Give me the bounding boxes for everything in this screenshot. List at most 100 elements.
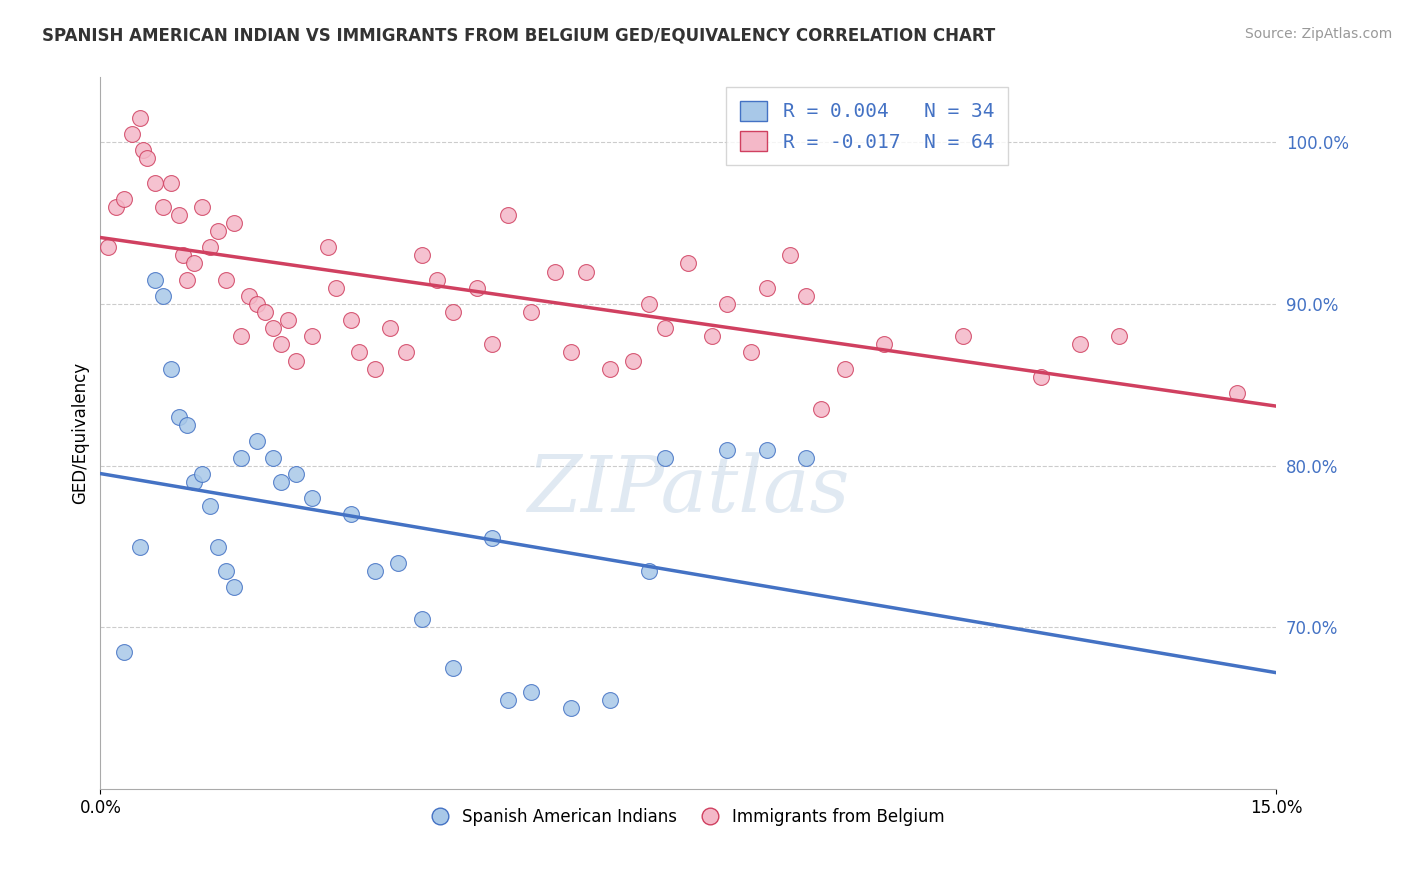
Point: [121, 127, 143, 141]
Point: [167, 208, 190, 222]
Point: [222, 580, 245, 594]
Point: [136, 151, 159, 165]
Point: [426, 273, 449, 287]
Point: [638, 297, 661, 311]
Point: [215, 273, 238, 287]
Point: [481, 337, 503, 351]
Text: Source: ZipAtlas.com: Source: ZipAtlas.com: [1244, 27, 1392, 41]
Point: [520, 305, 543, 319]
Point: [794, 450, 817, 465]
Point: [207, 540, 229, 554]
Point: [105, 200, 128, 214]
Point: [794, 289, 817, 303]
Point: [560, 345, 582, 359]
Point: [176, 273, 198, 287]
Point: [1108, 329, 1130, 343]
Point: [716, 297, 738, 311]
Point: [316, 240, 339, 254]
Point: [363, 361, 385, 376]
Point: [340, 507, 363, 521]
Point: [599, 361, 621, 376]
Point: [198, 240, 221, 254]
Point: [253, 305, 276, 319]
Point: [347, 345, 370, 359]
Point: [952, 329, 974, 343]
Point: [152, 200, 174, 214]
Point: [676, 256, 699, 270]
Point: [575, 264, 598, 278]
Point: [834, 361, 856, 376]
Point: [395, 345, 418, 359]
Point: [1069, 337, 1091, 351]
Point: [544, 264, 567, 278]
Point: [152, 289, 174, 303]
Point: [277, 313, 299, 327]
Point: [441, 661, 464, 675]
Point: [465, 281, 488, 295]
Point: [520, 685, 543, 699]
Point: [285, 467, 308, 481]
Point: [262, 321, 284, 335]
Legend: Spanish American Indians, Immigrants from Belgium: Spanish American Indians, Immigrants fro…: [423, 799, 953, 834]
Point: [599, 693, 621, 707]
Point: [779, 248, 801, 262]
Point: [1029, 369, 1052, 384]
Point: [172, 248, 194, 262]
Point: [183, 475, 205, 489]
Point: [231, 329, 253, 343]
Point: [740, 345, 762, 359]
Point: [387, 556, 409, 570]
Point: [246, 434, 269, 449]
Point: [301, 329, 323, 343]
Point: [112, 192, 135, 206]
Point: [755, 281, 778, 295]
Point: [325, 281, 347, 295]
Point: [654, 321, 676, 335]
Point: [183, 256, 205, 270]
Point: [207, 224, 229, 238]
Point: [621, 353, 644, 368]
Point: [198, 499, 221, 513]
Point: [246, 297, 269, 311]
Point: [128, 111, 150, 125]
Point: [755, 442, 778, 457]
Point: [262, 450, 284, 465]
Point: [810, 402, 832, 417]
Point: [132, 143, 155, 157]
Point: [363, 564, 385, 578]
Point: [191, 200, 214, 214]
Point: [160, 176, 183, 190]
Point: [411, 248, 433, 262]
Point: [231, 450, 253, 465]
Point: [176, 418, 198, 433]
Point: [301, 491, 323, 505]
Point: [873, 337, 896, 351]
Point: [496, 693, 519, 707]
Point: [1226, 385, 1249, 400]
Point: [481, 532, 503, 546]
Point: [160, 361, 183, 376]
Point: [285, 353, 308, 368]
Point: [270, 337, 292, 351]
Point: [441, 305, 464, 319]
Point: [340, 313, 363, 327]
Point: [191, 467, 214, 481]
Text: SPANISH AMERICAN INDIAN VS IMMIGRANTS FROM BELGIUM GED/EQUIVALENCY CORRELATION C: SPANISH AMERICAN INDIAN VS IMMIGRANTS FR…: [42, 27, 995, 45]
Point: [270, 475, 292, 489]
Point: [716, 442, 738, 457]
Point: [215, 564, 238, 578]
Point: [238, 289, 260, 303]
Point: [411, 612, 433, 626]
Point: [700, 329, 723, 343]
Point: [143, 273, 166, 287]
Point: [222, 216, 245, 230]
Text: ZIPatlas: ZIPatlas: [527, 452, 849, 528]
Point: [97, 240, 120, 254]
Point: [380, 321, 402, 335]
Y-axis label: GED/Equivalency: GED/Equivalency: [72, 362, 89, 504]
Point: [654, 450, 676, 465]
Point: [143, 176, 166, 190]
Point: [638, 564, 661, 578]
Point: [167, 410, 190, 425]
Point: [560, 701, 582, 715]
